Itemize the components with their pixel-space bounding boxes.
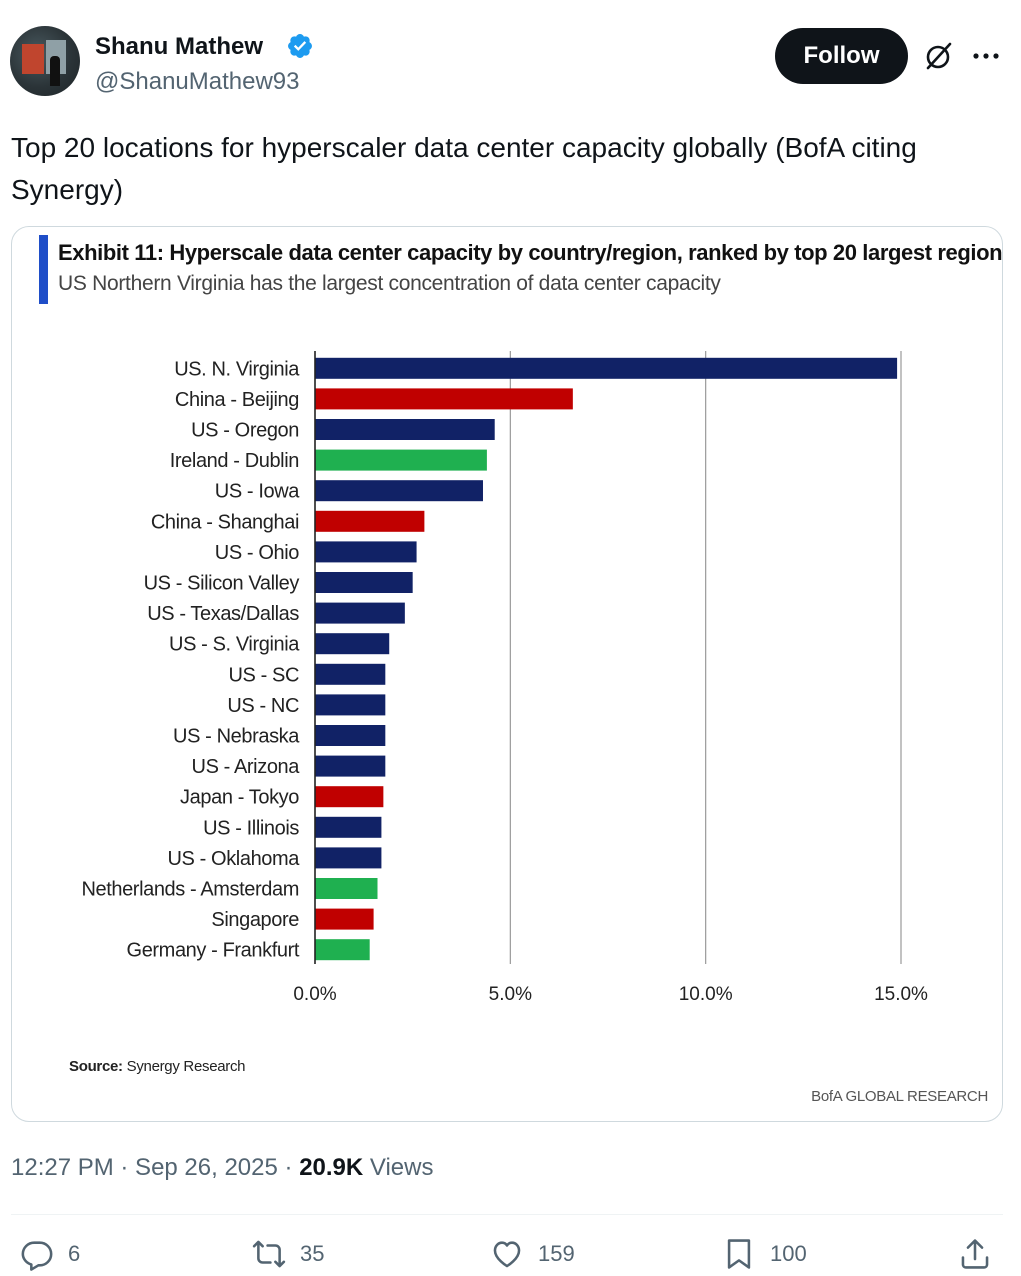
source-text: Synergy Research — [126, 1058, 246, 1075]
divider — [11, 1214, 1003, 1215]
category-label: US - Nebraska — [173, 726, 300, 748]
bar — [315, 449, 487, 471]
verified-badge-icon — [288, 34, 312, 58]
repost-count: 35 — [300, 1241, 325, 1266]
category-label: US - SC — [228, 664, 299, 686]
category-label: US - Silicon Valley — [144, 573, 300, 595]
follow-button[interactable]: Follow — [775, 28, 908, 84]
category-label: China - Beijing — [175, 389, 299, 411]
chart-image-card[interactable]: Exhibit 11: Hyperscale data center capac… — [11, 226, 1003, 1122]
bar — [315, 694, 386, 716]
bar-chart: US. N. Virginia China - Beijing US - Orego… — [81, 351, 928, 1005]
bar — [315, 541, 417, 563]
chart-title-accent-bar — [39, 235, 48, 304]
category-label: China - Shanghai — [151, 511, 299, 533]
category-label: Netherlands - Amsterdam — [81, 879, 299, 901]
bar — [315, 847, 382, 869]
bookmark-button[interactable]: 100 — [722, 1232, 807, 1276]
x-tick-label: 0.0% — [293, 984, 336, 1005]
category-label: US - Illinois — [203, 817, 299, 839]
chart-source: Source: Synergy Research — [69, 1058, 246, 1075]
tweet-header: Shanu Mathew @ShanuMathew93 Follow — [10, 26, 1005, 102]
bar — [315, 419, 495, 440]
more-icon[interactable] — [970, 40, 1002, 72]
bar — [315, 633, 390, 655]
category-label: US - S. Virginia — [169, 634, 300, 656]
category-label: US. N. Virginia — [174, 358, 300, 380]
avatar-image-detail — [22, 44, 44, 74]
chart-title: Exhibit 11: Hyperscale data center capac… — [58, 240, 1003, 265]
action-bar: 6 35 159 100 — [0, 1232, 1021, 1276]
source-label: Source: — [69, 1058, 123, 1075]
bar — [315, 816, 382, 838]
category-label: US - Oklahoma — [167, 848, 300, 870]
bookmark-icon — [727, 1239, 751, 1269]
grok-icon[interactable] — [923, 40, 955, 72]
chart-brand: BofA GLOBAL RESEARCH — [811, 1088, 988, 1105]
category-label: US - Texas/Dallas — [147, 603, 299, 625]
x-tick-label: 5.0% — [489, 984, 532, 1005]
share-button[interactable] — [958, 1232, 992, 1276]
bar — [315, 908, 374, 930]
category-label: US - Arizona — [192, 756, 301, 778]
category-label: US - Iowa — [215, 481, 300, 503]
bar — [315, 786, 384, 808]
reply-button[interactable]: 6 — [20, 1232, 80, 1276]
tweet-timestamp[interactable]: 12:27 PM · Sep 26, 2025 · — [11, 1154, 300, 1181]
tweet-meta: 12:27 PM · Sep 26, 2025 · 20.9K Views — [11, 1154, 434, 1182]
category-label: Ireland - Dublin — [170, 450, 299, 472]
bar — [315, 755, 386, 777]
author-name[interactable]: Shanu Mathew — [95, 33, 264, 60]
category-label: US - NC — [227, 695, 299, 717]
bar — [315, 480, 483, 502]
x-tick-label: 10.0% — [679, 984, 733, 1005]
category-label: Japan - Tokyo — [180, 787, 299, 809]
repost-button[interactable]: 35 — [252, 1232, 324, 1276]
like-count: 159 — [538, 1241, 575, 1266]
heart-icon — [493, 1241, 521, 1268]
category-label: Singapore — [211, 909, 299, 931]
reply-icon — [21, 1241, 53, 1271]
category-label: Germany - Frankfurt — [127, 940, 300, 962]
bar — [315, 725, 386, 746]
bar — [315, 357, 898, 379]
repost-icon — [252, 1240, 286, 1268]
bar — [315, 939, 370, 961]
x-tick-label: 15.0% — [874, 984, 928, 1005]
author-handle[interactable]: @ShanuMathew93 — [95, 68, 300, 95]
category-label: US - Oregon — [191, 420, 299, 442]
like-button[interactable]: 159 — [490, 1232, 575, 1276]
bar — [315, 388, 573, 410]
views-count: 20.9K — [299, 1154, 364, 1181]
avatar[interactable] — [10, 26, 80, 96]
avatar-image-detail — [50, 56, 60, 86]
bar — [315, 602, 405, 624]
bar — [315, 878, 378, 899]
bar — [315, 572, 413, 593]
bookmark-count: 100 — [770, 1241, 807, 1266]
bar — [315, 663, 386, 685]
bar — [315, 510, 425, 532]
category-label: US - Ohio — [215, 542, 299, 564]
views-label: Views — [363, 1154, 434, 1181]
reply-count: 6 — [68, 1241, 81, 1266]
chart-subtitle: US Northern Virginia has the largest con… — [58, 272, 721, 295]
share-icon — [961, 1239, 989, 1269]
tweet-text: Top 20 locations for hyperscaler data ce… — [11, 132, 917, 205]
